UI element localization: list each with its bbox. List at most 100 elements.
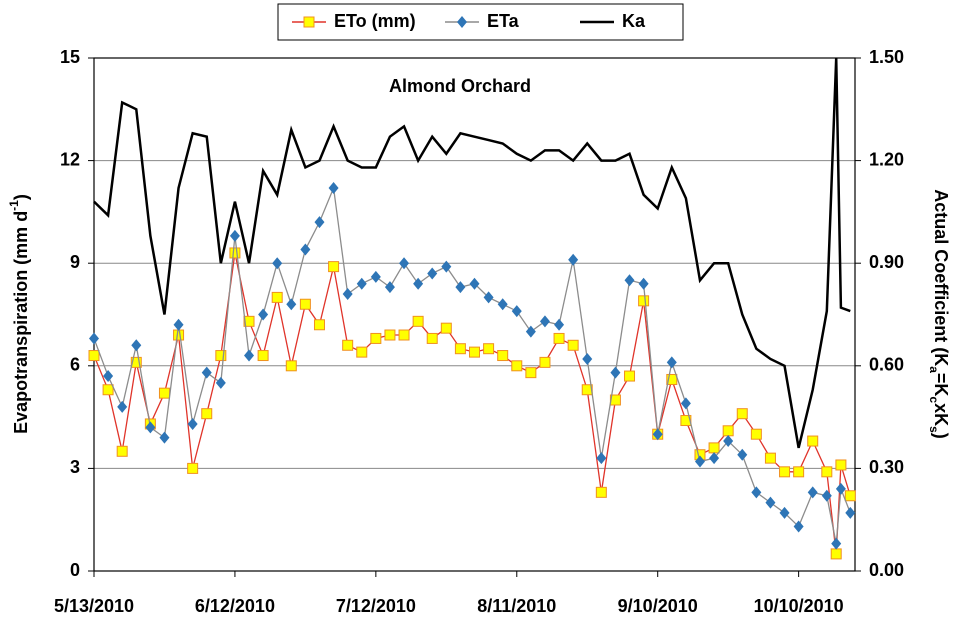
legend-marker (457, 16, 467, 28)
marker (511, 305, 522, 318)
x-tick-label: 10/10/2010 (754, 596, 844, 616)
marker (173, 329, 185, 341)
marker (525, 325, 536, 338)
y2-tick-label: 0.90 (869, 252, 904, 272)
y2-tick-label: 0.60 (869, 355, 904, 375)
marker (610, 366, 621, 379)
marker (130, 356, 142, 368)
marker (441, 260, 452, 273)
marker (399, 257, 410, 270)
marker (708, 442, 720, 454)
marker (793, 520, 804, 533)
marker (328, 261, 340, 273)
marker (736, 408, 748, 420)
marker (300, 243, 311, 256)
marker (845, 506, 856, 519)
marker (596, 452, 607, 465)
marker (412, 315, 424, 327)
marker (779, 466, 791, 478)
marker (539, 356, 551, 368)
y-axis-label-part: ) (11, 194, 31, 200)
marker (483, 343, 495, 355)
marker (314, 216, 325, 229)
y-tick-label: 9 (70, 252, 80, 272)
marker (737, 448, 748, 461)
marker (455, 281, 466, 294)
y2-axis-label: Actual Coefficient (Ka=KcxKs) (927, 189, 951, 439)
marker (793, 466, 805, 478)
y-axis-label-part: Evapotranspiration (mm d (11, 211, 31, 434)
x-tick-label: 9/10/2010 (618, 596, 698, 616)
legend-box (277, 3, 684, 41)
marker (384, 329, 396, 341)
marker (103, 370, 114, 383)
marker (680, 397, 691, 410)
marker (271, 291, 283, 303)
marker (398, 329, 410, 341)
y-tick-label: 0 (70, 560, 80, 580)
marker (313, 319, 325, 331)
marker (638, 277, 649, 290)
legend-label: ETa (487, 11, 520, 31)
marker (511, 360, 523, 372)
marker (116, 445, 128, 457)
marker (680, 415, 692, 427)
legend-label: ETo (mm) (334, 11, 416, 31)
marker (821, 466, 833, 478)
marker (257, 350, 269, 362)
marker (201, 408, 213, 420)
marker (258, 308, 269, 321)
y2-axis-label-part: Actual Coefficient (K (931, 189, 951, 366)
x-tick-label: 7/12/2010 (336, 596, 416, 616)
x-tick-label: 5/13/2010 (54, 596, 134, 616)
marker (666, 373, 678, 385)
marker (525, 367, 537, 379)
marker (595, 486, 607, 498)
y2-axis-label-part: =K (931, 373, 951, 397)
marker (454, 343, 466, 355)
y2-axis-label-part: c (927, 396, 941, 403)
marker (117, 400, 128, 413)
marker (624, 370, 636, 382)
marker (299, 298, 311, 310)
marker (567, 339, 579, 351)
y-tick-label: 6 (70, 355, 80, 375)
marker (723, 435, 734, 448)
marker (666, 356, 677, 369)
marker (469, 346, 480, 358)
y-tick-label: 3 (70, 457, 80, 477)
marker (328, 181, 339, 194)
marker (652, 428, 663, 441)
marker (821, 489, 832, 502)
marker (286, 298, 297, 311)
marker (779, 506, 790, 519)
marker (427, 267, 438, 280)
marker (497, 298, 508, 311)
marker (807, 486, 818, 499)
marker (830, 548, 842, 560)
y2-axis-label-part: ) (931, 433, 951, 439)
marker (285, 360, 297, 372)
marker (342, 339, 354, 351)
marker (709, 452, 720, 465)
y2-tick-label: 1.20 (869, 149, 904, 169)
marker (159, 431, 170, 444)
marker (384, 281, 395, 294)
marker (553, 332, 565, 344)
marker (694, 455, 705, 468)
marker (89, 332, 99, 345)
marker (835, 459, 847, 471)
marker (229, 247, 241, 259)
y2-tick-label: 0.30 (869, 457, 904, 477)
marker (497, 350, 509, 362)
marker (272, 257, 283, 270)
y2-tick-label: 0.00 (869, 560, 904, 580)
marker (624, 274, 635, 287)
marker (187, 462, 199, 474)
marker (102, 384, 114, 396)
marker (469, 277, 480, 290)
y-axis-label: Evapotranspiration (mm d-1) (7, 194, 31, 434)
marker (244, 349, 255, 362)
